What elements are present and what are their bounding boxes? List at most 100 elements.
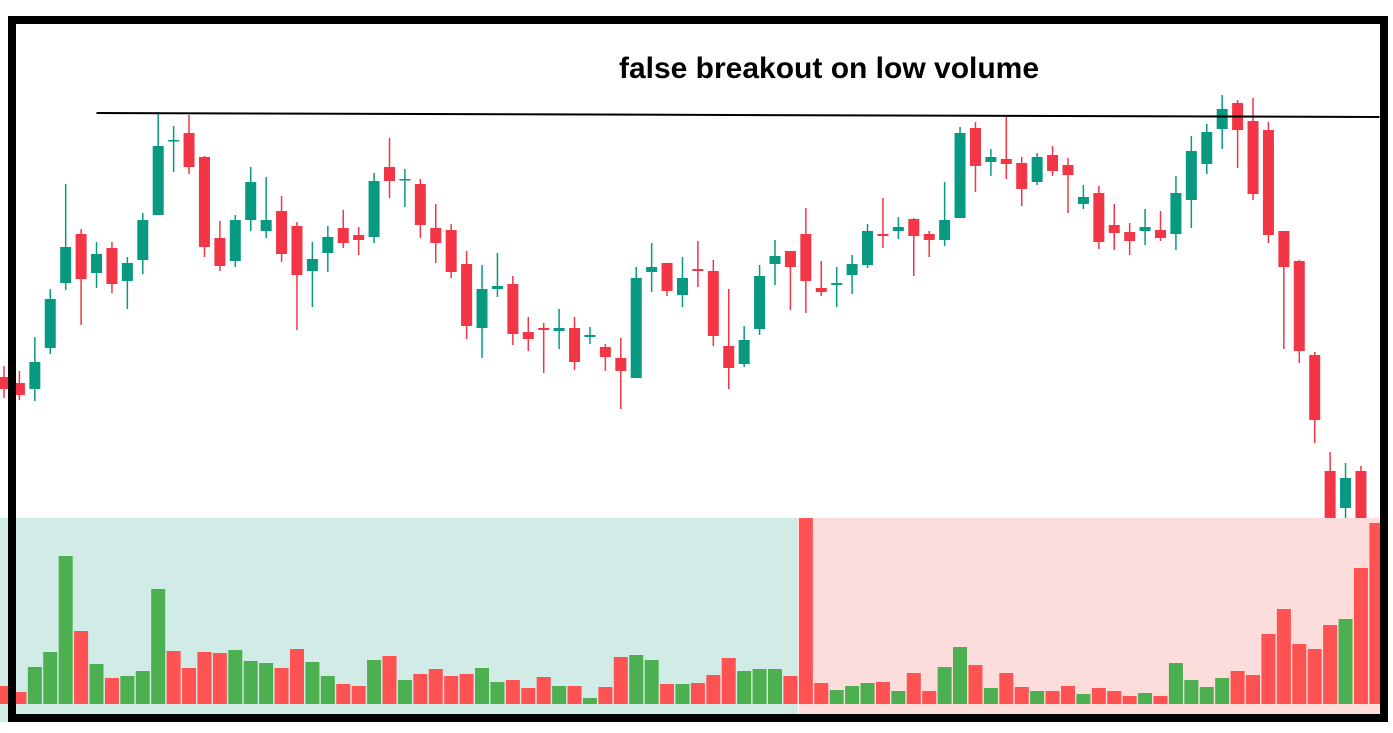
volume-bar — [320, 676, 335, 704]
candle — [445, 224, 457, 278]
candle-body — [260, 220, 272, 231]
volume-bar — [475, 668, 490, 704]
volume-bar — [228, 650, 243, 704]
volume-bar — [968, 665, 983, 704]
candle — [1047, 146, 1059, 176]
candle — [1093, 186, 1105, 249]
candle-body — [1077, 197, 1089, 204]
candle-body — [692, 269, 704, 271]
volume-bar — [768, 669, 782, 704]
candle — [1108, 204, 1120, 250]
candle — [630, 267, 642, 378]
volume-bar — [999, 673, 1014, 704]
candle — [152, 112, 164, 215]
volume-bar — [752, 669, 767, 704]
candle — [491, 253, 503, 297]
candles-layer — [0, 95, 1367, 545]
candle-body — [1247, 121, 1259, 194]
volume-bar — [660, 684, 675, 704]
candle — [476, 265, 488, 358]
candle-body — [1355, 471, 1367, 535]
candle-body — [892, 227, 904, 231]
volume-bar — [1107, 691, 1122, 704]
candle-body — [491, 286, 503, 289]
candle-body — [522, 332, 534, 339]
volume-bar — [582, 698, 597, 704]
volume-bar — [937, 667, 952, 704]
candle — [198, 156, 210, 257]
candle — [214, 221, 226, 271]
volume-bar — [382, 656, 397, 704]
volume-bar — [860, 683, 875, 704]
candle-body — [137, 220, 149, 260]
candle-body — [800, 234, 812, 281]
candle — [507, 276, 519, 345]
candle-body — [168, 140, 180, 142]
volume-bar — [274, 668, 289, 704]
volume-bar — [1353, 568, 1368, 704]
candle-body — [1324, 471, 1336, 530]
candle — [1000, 116, 1012, 179]
candle — [923, 231, 935, 257]
candle-body — [661, 263, 673, 291]
volume-bar — [182, 668, 197, 704]
candle — [1232, 100, 1244, 168]
candle — [1170, 176, 1182, 250]
candle-body — [707, 271, 719, 336]
candle — [1124, 223, 1136, 255]
volume-bar — [1261, 634, 1276, 704]
volume-bar — [1184, 680, 1199, 704]
volume-bar — [58, 556, 73, 704]
candle — [800, 208, 812, 313]
candle-body — [923, 234, 935, 240]
candle — [522, 317, 534, 351]
volume-bar — [166, 651, 181, 704]
candle-body — [1124, 232, 1136, 241]
volume-bar — [305, 662, 320, 704]
candle — [1262, 122, 1274, 243]
volume-bar — [490, 682, 505, 704]
candle — [60, 184, 72, 290]
volume-bar — [613, 657, 628, 704]
candle-body — [291, 226, 303, 275]
candle-body — [1031, 157, 1043, 182]
volume-bar — [367, 660, 382, 704]
candle-body — [507, 284, 519, 334]
candle — [892, 217, 904, 239]
candle — [784, 251, 796, 310]
candle-body — [939, 220, 951, 240]
candle — [723, 289, 735, 389]
candle-body — [445, 230, 457, 272]
volume-bar — [567, 686, 582, 704]
candle — [692, 241, 704, 287]
candle-body — [1293, 261, 1305, 351]
candle-body — [599, 347, 611, 357]
candle — [137, 213, 149, 274]
candle — [1216, 95, 1228, 149]
volume-bar — [737, 671, 752, 704]
candle-body — [322, 237, 334, 253]
candle-body — [985, 157, 997, 162]
candle — [414, 179, 426, 238]
candle-body — [276, 211, 288, 254]
candle — [1139, 209, 1151, 245]
candle-body — [214, 238, 226, 266]
volume-bar — [289, 649, 304, 704]
volume-bar — [459, 674, 474, 704]
candle — [1031, 153, 1043, 185]
candle-body — [784, 251, 796, 267]
volume-bar — [690, 683, 705, 704]
volume-bar — [104, 678, 119, 704]
candle — [75, 229, 87, 325]
candle-body — [91, 254, 103, 273]
volume-bar — [27, 667, 42, 704]
volume-bar — [413, 674, 428, 704]
volume-bar — [89, 664, 104, 704]
volume-bar — [644, 660, 659, 704]
candle-body — [615, 358, 627, 371]
volume-bar — [953, 647, 968, 704]
candle — [1155, 211, 1166, 241]
volume-bar — [1091, 688, 1106, 704]
candle-body — [831, 283, 843, 285]
candle — [260, 177, 272, 238]
